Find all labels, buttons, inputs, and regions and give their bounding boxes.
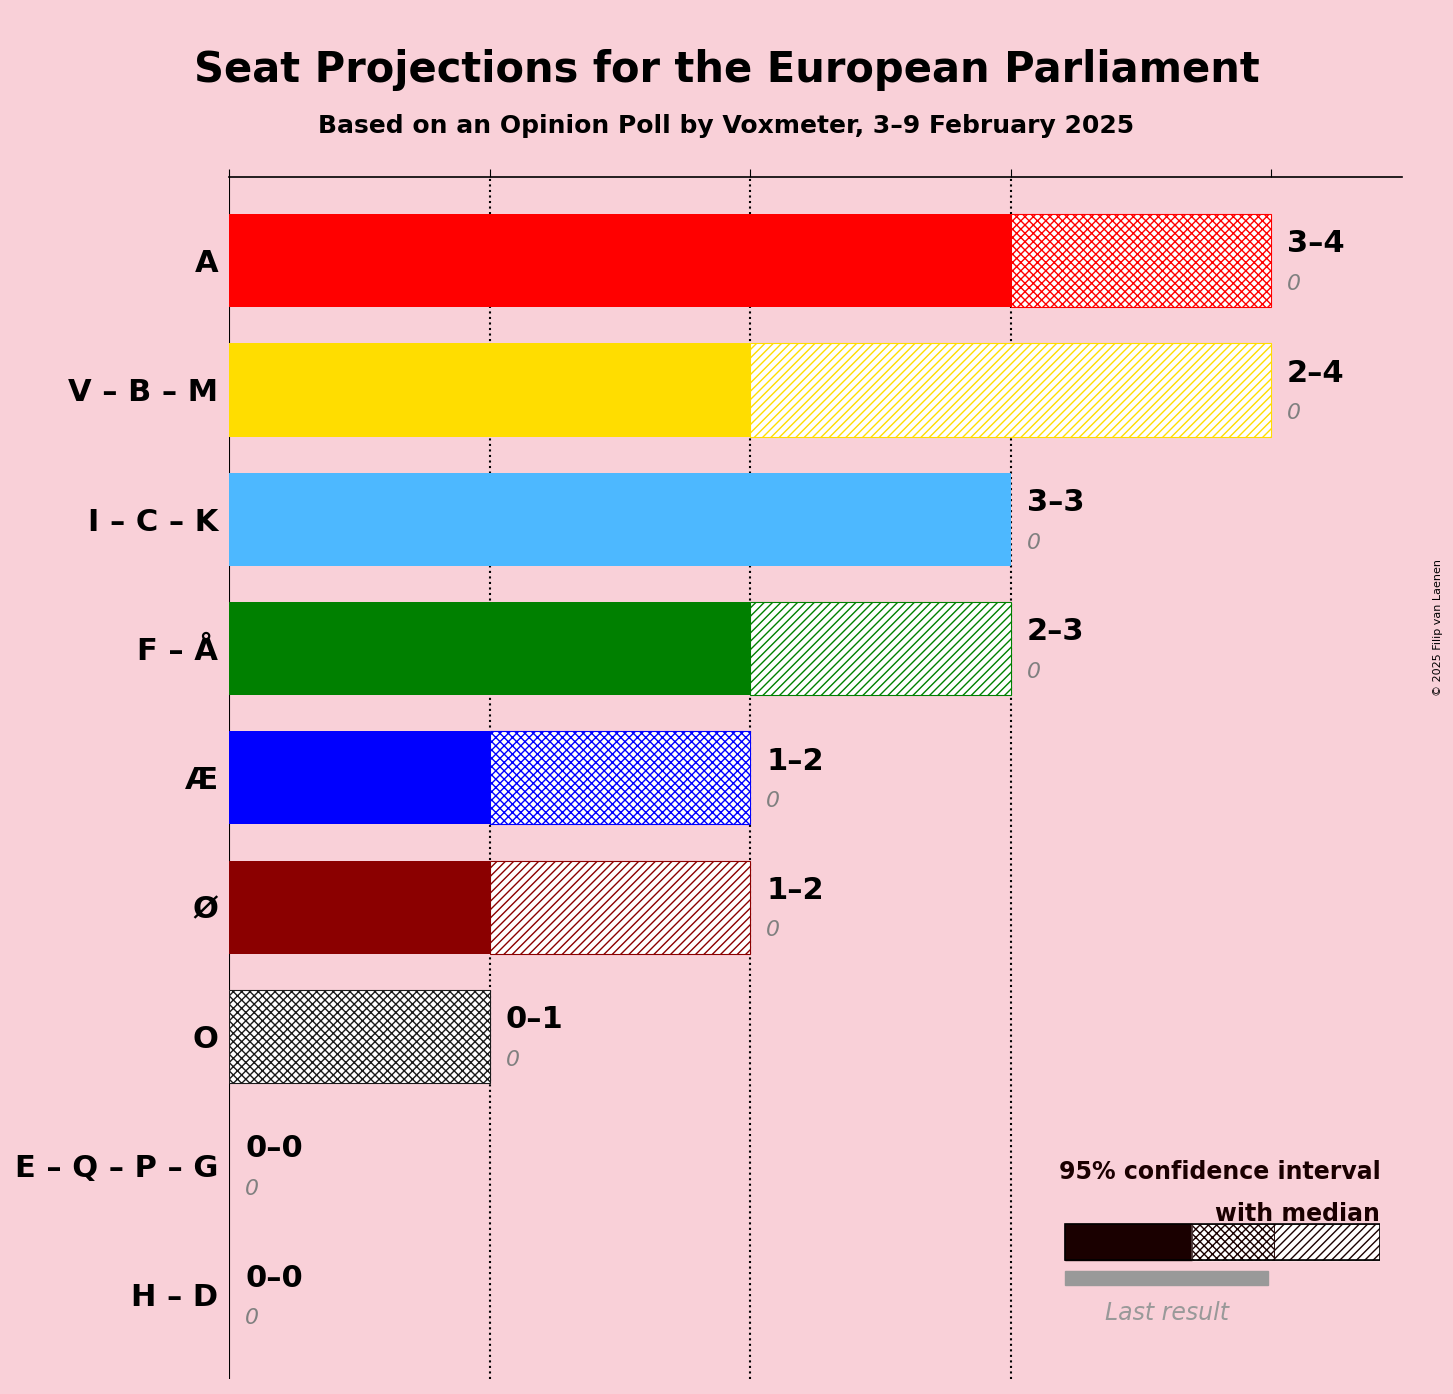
Bar: [750, 602, 1011, 696]
Text: © 2025 Filip van Laenen: © 2025 Filip van Laenen: [1433, 559, 1443, 696]
Text: 0: 0: [1287, 275, 1300, 294]
Bar: [1011, 215, 1271, 307]
Text: Last result: Last result: [1104, 1302, 1229, 1326]
Text: 0: 0: [506, 1050, 520, 1069]
Bar: [230, 215, 1011, 307]
Bar: [750, 602, 1011, 696]
Text: 3–4: 3–4: [1287, 230, 1344, 258]
Text: 0: 0: [766, 792, 780, 811]
Text: 0–0: 0–0: [246, 1135, 302, 1164]
Bar: [490, 732, 750, 824]
Text: 1–2: 1–2: [766, 875, 824, 905]
Text: with median: with median: [1216, 1202, 1380, 1225]
Text: 0: 0: [1027, 662, 1040, 682]
Text: 0: 0: [246, 1179, 259, 1199]
Text: 0: 0: [1287, 403, 1300, 424]
Text: 2–4: 2–4: [1287, 358, 1344, 388]
Bar: [1191, 1224, 1273, 1260]
Bar: [1065, 1224, 1191, 1260]
Text: 3–3: 3–3: [1027, 488, 1084, 517]
Bar: [230, 343, 750, 436]
Text: Based on an Opinion Poll by Voxmeter, 3–9 February 2025: Based on an Opinion Poll by Voxmeter, 3–…: [318, 114, 1135, 138]
Bar: [1191, 1224, 1273, 1260]
Bar: [1065, 1271, 1268, 1285]
Bar: [230, 473, 1011, 566]
Text: 0: 0: [1027, 533, 1040, 552]
Text: 2–3: 2–3: [1027, 618, 1084, 647]
Bar: [1273, 1224, 1380, 1260]
Text: 0–0: 0–0: [246, 1263, 302, 1292]
Bar: [230, 860, 490, 953]
Bar: [1011, 215, 1271, 307]
Bar: [1065, 1224, 1380, 1260]
Text: Seat Projections for the European Parliament: Seat Projections for the European Parlia…: [193, 49, 1260, 91]
Bar: [750, 343, 1271, 436]
Bar: [230, 602, 750, 696]
Bar: [1273, 1224, 1380, 1260]
Text: 0: 0: [766, 920, 780, 941]
Text: 0: 0: [246, 1308, 259, 1328]
Text: 95% confidence interval: 95% confidence interval: [1059, 1160, 1380, 1185]
Bar: [230, 990, 490, 1083]
Bar: [490, 732, 750, 824]
Text: 1–2: 1–2: [766, 747, 824, 775]
Bar: [490, 860, 750, 953]
Bar: [750, 343, 1271, 436]
Bar: [230, 732, 490, 824]
Text: 0–1: 0–1: [506, 1005, 564, 1034]
Bar: [490, 860, 750, 953]
Bar: [230, 990, 490, 1083]
